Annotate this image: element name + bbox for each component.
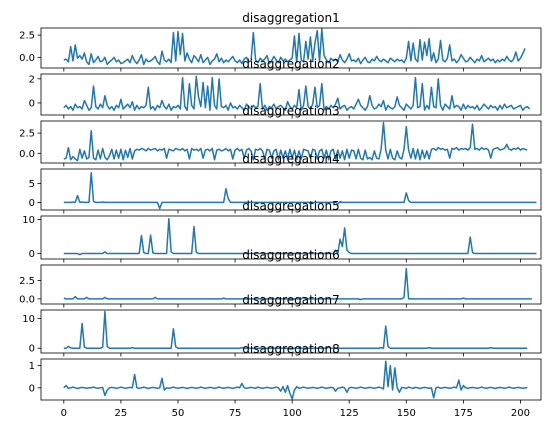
y-tick-label: 1 [29,361,35,372]
y-tick-label: 0 [29,198,35,209]
x-tick-label: 100 [283,408,302,419]
series-line [63,121,528,162]
subplot-7: 0 10 disaggregation7 [22,293,542,357]
y-tick-label: 10 [22,215,35,226]
subplot-2: 0 2 disaggregation2 [29,57,542,119]
series-line [63,310,528,349]
subplot-title: disaggregation5 [242,199,339,213]
subplot-title: disaggregation6 [242,248,339,262]
x-tick-label: 50 [172,408,185,419]
x-tick-label: 25 [115,408,128,419]
axes-frame [40,358,542,401]
y-tick-label: 10 [22,314,35,325]
subplot-5: 0 10 disaggregation5 [22,199,542,263]
x-tick-label: 150 [397,408,416,419]
axes-frame [40,120,542,164]
y-tick-label: 5 [29,179,35,190]
x-tick-label: 175 [454,408,473,419]
shared-x-axis: 0 25 50 75 100 125 150 175 200 [61,408,530,419]
subplot-1: 0.0 2.5 disaggregation1 [19,11,542,72]
subplot-8: 0 1 disaggregation8 [29,342,542,404]
axes-frame [40,309,542,354]
x-tick-label: 0 [61,408,67,419]
subplot-title: disaggregation4 [242,152,339,166]
subplot-title: disaggregation8 [242,342,339,356]
x-tick-label: 125 [340,408,359,419]
subplot-stack: 0.02.5disaggregation102disaggregation20.… [19,11,542,404]
subplot-4: 0 5 disaggregation4 [29,152,542,214]
y-tick-label: 2 [29,74,35,85]
series-line [63,75,531,111]
axes-frame [40,264,542,305]
y-tick-label: 0.0 [19,53,35,64]
y-tick-label: 0.0 [19,294,35,305]
y-tick-label: 0.0 [19,149,35,160]
series-line [63,267,532,301]
series-line [63,360,528,400]
y-tick-label: 0 [29,383,35,394]
subplot-title: disaggregation3 [242,104,339,118]
x-tick-label: 75 [229,408,242,419]
axes-frame [40,215,542,260]
y-tick-label: 2.5 [19,276,35,287]
subplot-title: disaggregation7 [242,293,339,307]
axes-frame [40,73,542,116]
subplot-title: disaggregation2 [242,57,339,71]
subplot-3: 0.0 2.5 disaggregation3 [19,104,542,167]
subplot-6: 0.0 2.5 disaggregation6 [19,248,542,308]
series-line [63,28,526,66]
x-tick-label: 200 [511,408,530,419]
series-line [63,172,537,210]
y-tick-label: 2.5 [19,31,35,42]
y-tick-label: 0 [29,344,35,355]
y-tick-label: 0 [29,249,35,260]
series-line [63,217,537,256]
axes-frame [40,27,542,69]
axes-frame [40,168,542,211]
y-tick-label: 2.5 [19,129,35,140]
subplot-title: disaggregation1 [242,11,339,25]
y-tick-label: 0 [29,98,35,109]
